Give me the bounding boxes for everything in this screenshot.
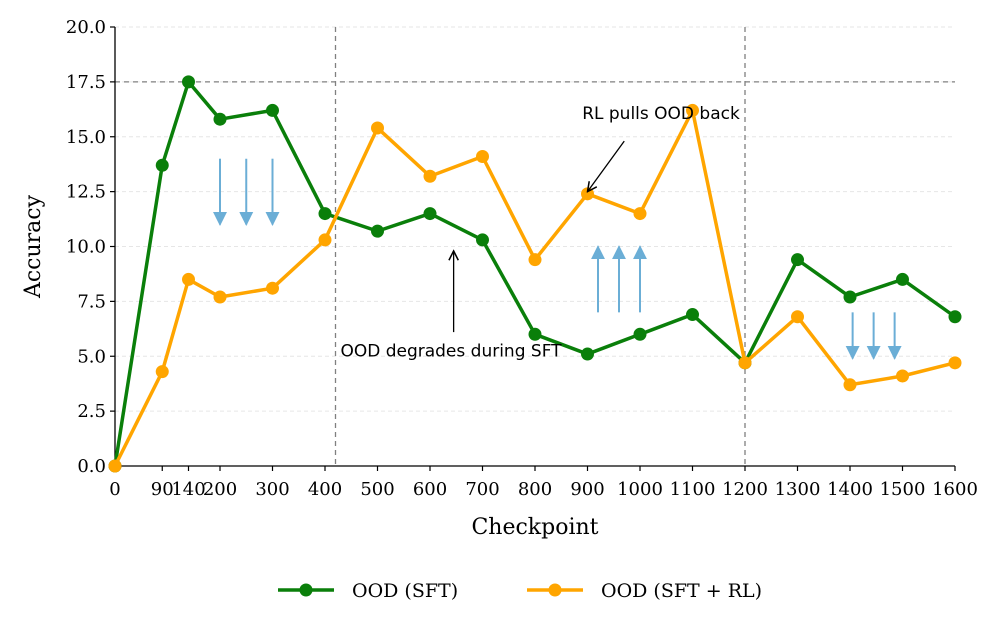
x-tick-label: 700 xyxy=(465,479,499,500)
data-point xyxy=(738,356,752,370)
y-tick-label: 0.0 xyxy=(77,456,106,477)
grid-lines xyxy=(115,26,955,467)
data-point xyxy=(896,272,909,286)
legend-item-ood-sft[interactable]: OOD (SFT) xyxy=(278,580,458,602)
x-tick-label: 1600 xyxy=(932,479,978,500)
x-tick-label: 1500 xyxy=(880,479,926,500)
data-point xyxy=(843,378,857,392)
x-tick-label: 600 xyxy=(413,479,447,500)
series-line xyxy=(113,108,956,467)
data-point xyxy=(182,272,195,286)
legend-swatch-marker xyxy=(299,583,313,597)
data-point xyxy=(528,327,542,341)
data-point xyxy=(423,169,437,183)
x-tick-label: 1100 xyxy=(670,479,716,500)
data-point xyxy=(476,233,489,247)
data-point xyxy=(791,253,804,267)
data-point xyxy=(213,112,227,126)
y-tick-label: 5.0 xyxy=(77,346,106,367)
x-tick-label: 500 xyxy=(360,479,394,500)
data-point xyxy=(686,103,699,117)
x-tick-label: 0 xyxy=(109,479,120,500)
data-point xyxy=(155,365,169,379)
data-series xyxy=(108,75,962,473)
x-tick-label: 300 xyxy=(255,479,289,500)
trend-arrows xyxy=(213,158,902,360)
data-point xyxy=(791,310,804,324)
y-tick-label: 7.5 xyxy=(77,291,106,312)
legend-label: OOD (SFT) xyxy=(352,580,458,602)
y-axis-ticks: 0.0 2.5 5.0 7.5 10.0 12.5 15.0 17.5 20.0 xyxy=(66,17,115,477)
data-point xyxy=(896,369,909,383)
x-tick-label: 1300 xyxy=(775,479,821,500)
y-tick-label: 10.0 xyxy=(66,237,106,258)
data-point xyxy=(581,187,594,201)
x-tick-label: 1400 xyxy=(827,479,873,500)
x-tick-label: 400 xyxy=(308,479,342,500)
series-ood-sft-rl xyxy=(108,103,962,473)
legend-label: OOD (SFT + RL) xyxy=(601,580,762,602)
y-axis-title: Accuracy xyxy=(21,194,46,299)
data-point xyxy=(182,75,195,89)
x-tick-label: 1200 xyxy=(722,479,768,500)
data-point xyxy=(686,308,699,322)
series-ood-sft xyxy=(108,75,962,473)
data-point xyxy=(213,290,227,304)
annotation-arrow xyxy=(588,140,625,191)
data-point xyxy=(266,281,279,295)
annotation-text: OOD degrades during SFT xyxy=(340,341,562,361)
y-tick-label: 12.5 xyxy=(66,182,106,203)
series-line xyxy=(113,80,957,467)
data-point xyxy=(581,347,594,361)
data-point xyxy=(371,121,384,135)
x-tick-label: 140 xyxy=(171,479,205,500)
y-tick-label: 20.0 xyxy=(66,17,106,38)
y-tick-label: 15.0 xyxy=(66,127,106,148)
legend-item-ood-sft-rl[interactable]: OOD (SFT + RL) xyxy=(527,580,762,602)
data-point xyxy=(266,103,279,117)
y-tick-label: 2.5 xyxy=(77,401,106,422)
data-point xyxy=(318,233,332,247)
legend[interactable]: OOD (SFT) OOD (SFT + RL) xyxy=(278,580,762,602)
data-point xyxy=(423,207,437,221)
data-point xyxy=(528,253,542,267)
x-tick-label: 900 xyxy=(570,479,604,500)
data-point xyxy=(948,356,962,370)
data-point xyxy=(108,459,122,473)
data-point xyxy=(633,207,647,221)
data-point xyxy=(476,150,489,164)
x-tick-label: 90 xyxy=(151,479,174,500)
x-tick-label: 800 xyxy=(518,479,552,500)
reference-lines xyxy=(115,27,955,466)
x-tick-label: 1000 xyxy=(617,479,663,500)
data-point xyxy=(633,327,647,341)
y-tick-label: 17.5 xyxy=(66,72,106,93)
annotation-text: RL pulls OOD back xyxy=(582,104,740,124)
data-point xyxy=(948,310,962,324)
data-point xyxy=(371,224,384,238)
annotations: RL pulls OOD back OOD degrades during SFT xyxy=(340,104,740,361)
legend-swatch-marker xyxy=(548,583,562,597)
data-point xyxy=(318,207,332,221)
data-point xyxy=(843,290,857,304)
x-tick-label: 200 xyxy=(203,479,237,500)
data-point xyxy=(155,158,169,172)
x-axis-title: Checkpoint xyxy=(471,515,598,540)
